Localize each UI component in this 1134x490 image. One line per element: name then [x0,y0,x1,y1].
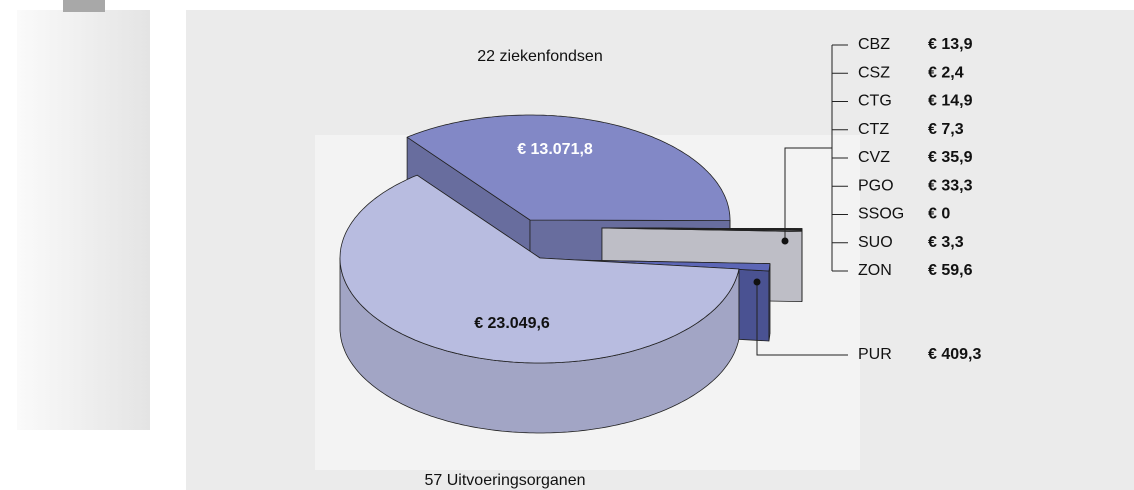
slice [601,227,803,232]
legend-value: € 13,9 [928,36,973,53]
legend-value: € 35,9 [928,149,973,166]
legend-value: € 7,3 [928,121,964,138]
legend-name: PGO [858,177,894,194]
legend-name: CTG [858,93,892,110]
value-label: € 13.071,8 [517,141,593,158]
dot [753,278,761,286]
slice-rim [768,263,771,342]
legend-name: CVZ [858,149,890,166]
slice-label: 57 Uitvoeringsorganen [425,472,586,489]
legend-name: SUO [858,234,893,251]
legend-value: € 2,4 [928,64,964,81]
legend-name: SSOG [858,206,904,223]
dot [781,237,789,245]
pie [339,114,803,434]
slice [339,174,740,364]
slice [406,114,731,221]
legend-value: € 33,3 [928,177,973,194]
slice-label: 22 ziekenfondsen [477,48,602,65]
value-label: € 23.049,6 [474,315,550,332]
legend-name: CBZ [858,36,890,53]
legend-name: CSZ [858,64,890,81]
legend-value: € 409,3 [928,346,981,363]
tab [63,0,105,12]
legend-name: PUR [858,346,892,363]
legend-value: € 0 [928,206,950,223]
legend-value: € 14,9 [928,93,973,110]
side-panel [17,10,150,430]
legend-value: € 3,3 [928,234,964,251]
legend-name: ZON [858,262,892,279]
legend-value: € 59,6 [928,262,973,279]
legend-name: CTZ [858,121,889,138]
